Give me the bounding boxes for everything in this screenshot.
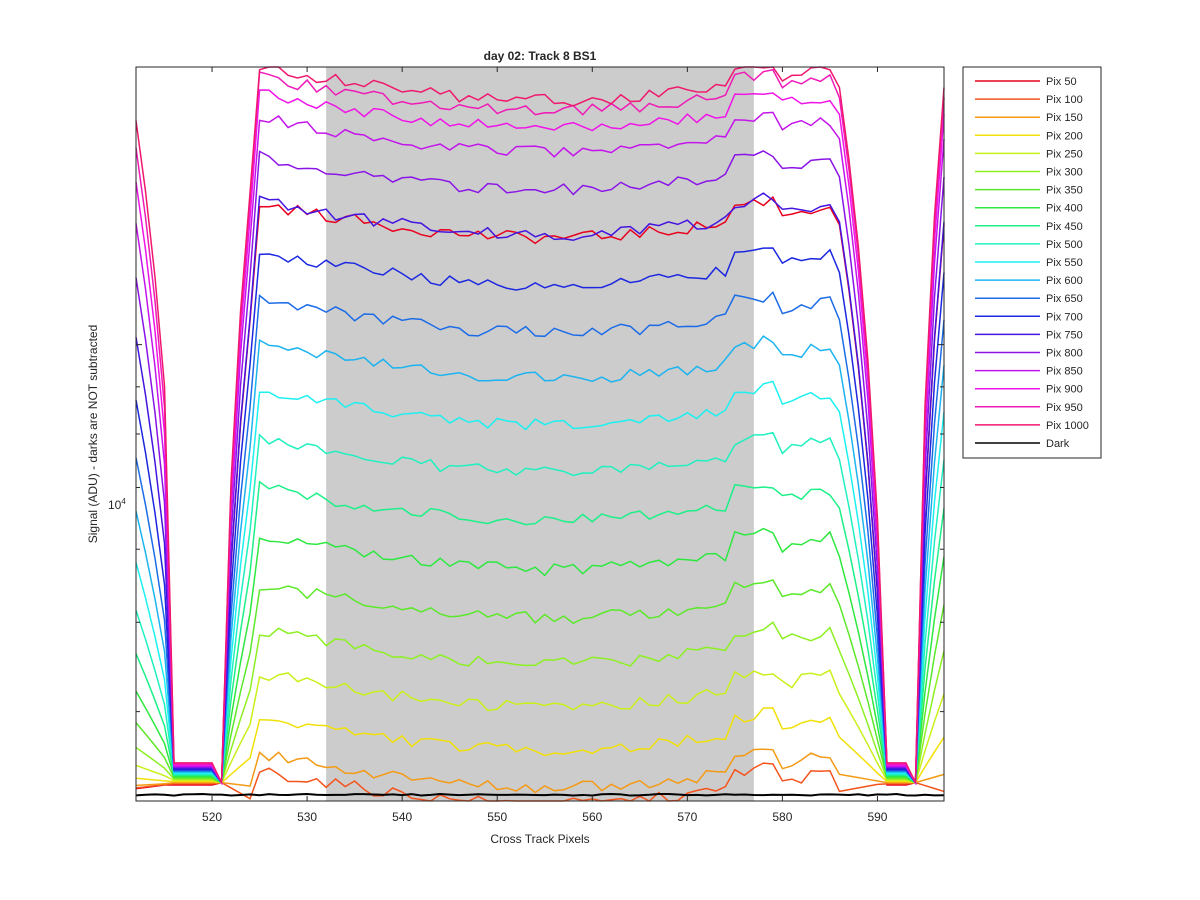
series-line-pix-700 bbox=[135, 247, 945, 785]
legend-label: Pix 150 bbox=[1046, 112, 1083, 124]
series-lines bbox=[135, 66, 945, 802]
y-tick-label: 104 bbox=[108, 497, 126, 512]
series-line-pix-550 bbox=[135, 380, 945, 785]
legend-label: Pix 650 bbox=[1046, 293, 1083, 305]
series-line-dark bbox=[135, 792, 945, 797]
series-line-pix-200 bbox=[135, 707, 945, 784]
legend-label: Pix 500 bbox=[1046, 239, 1083, 251]
series-line-pix-500 bbox=[135, 431, 945, 785]
series-line-pix-850 bbox=[135, 111, 945, 786]
series-line-pix-250 bbox=[135, 669, 945, 784]
legend-label: Pix 800 bbox=[1046, 348, 1083, 360]
series-line-pix-900 bbox=[135, 89, 945, 786]
y-tick-base: 10 bbox=[108, 498, 122, 512]
series-line-pix-150 bbox=[135, 748, 945, 794]
legend-label: Pix 900 bbox=[1046, 384, 1083, 396]
legend-label: Pix 700 bbox=[1046, 311, 1083, 323]
legend-label: Pix 550 bbox=[1046, 257, 1083, 269]
x-tick-label: 540 bbox=[392, 810, 412, 824]
legend-label: Pix 50 bbox=[1046, 76, 1077, 88]
legend-label: Pix 350 bbox=[1046, 185, 1083, 197]
shaded-region bbox=[326, 67, 754, 801]
series-line-pix-450 bbox=[135, 480, 945, 785]
x-axis-label: Cross Track Pixels bbox=[490, 832, 589, 846]
x-tick-label: 530 bbox=[297, 810, 317, 824]
series-line-pix-950 bbox=[135, 68, 945, 783]
legend-label: Dark bbox=[1046, 438, 1070, 450]
plot-area: 520 530 540 550 560 570 580 590 104 bbox=[108, 66, 945, 824]
series-line-pix-50 bbox=[135, 195, 945, 790]
x-tick-label: 570 bbox=[677, 810, 697, 824]
y-axis-ticks: 104 bbox=[108, 66, 944, 713]
legend-label: Pix 1000 bbox=[1046, 420, 1089, 432]
series-line-pix-600 bbox=[135, 335, 945, 785]
x-axis-ticks: 520 530 540 550 560 570 580 590 bbox=[202, 67, 888, 824]
legend-label: Pix 750 bbox=[1046, 329, 1083, 341]
chart-title: day 02: Track 8 BS1 bbox=[484, 49, 597, 63]
legend-label: Pix 450 bbox=[1046, 221, 1083, 233]
x-tick-label: 590 bbox=[867, 810, 887, 824]
y-tick-exponent: 4 bbox=[121, 497, 126, 506]
series-line-pix-800 bbox=[135, 150, 945, 786]
x-tick-label: 580 bbox=[772, 810, 792, 824]
x-tick-label: 560 bbox=[582, 810, 602, 824]
series-line-pix-400 bbox=[135, 527, 945, 784]
legend-label: Pix 600 bbox=[1046, 275, 1083, 287]
series-line-pix-350 bbox=[135, 579, 945, 784]
legend-label: Pix 850 bbox=[1046, 366, 1083, 378]
legend: Pix 50 Pix 100 Pix 150 Pix 200 Pix 250 Pix 30… bbox=[962, 66, 1102, 459]
series-line-pix-650 bbox=[135, 290, 945, 785]
legend-items: Pix 50 Pix 100 Pix 150 Pix 200 Pix 250 Pix 30… bbox=[975, 76, 1089, 450]
legend-label: Pix 300 bbox=[1046, 167, 1083, 179]
x-tick-label: 520 bbox=[202, 810, 222, 824]
legend-label: Pix 200 bbox=[1046, 130, 1083, 142]
legend-label: Pix 100 bbox=[1046, 94, 1083, 106]
series-line-pix-300 bbox=[135, 621, 945, 784]
series-line-pix-750 bbox=[135, 192, 945, 785]
legend-label: Pix 950 bbox=[1046, 402, 1083, 414]
legend-label: Pix 250 bbox=[1046, 148, 1083, 160]
legend-label: Pix 400 bbox=[1046, 203, 1083, 215]
x-tick-label: 550 bbox=[487, 810, 507, 824]
y-axis-label: Signal (ADU) - darks are NOT subtracted bbox=[86, 325, 100, 544]
